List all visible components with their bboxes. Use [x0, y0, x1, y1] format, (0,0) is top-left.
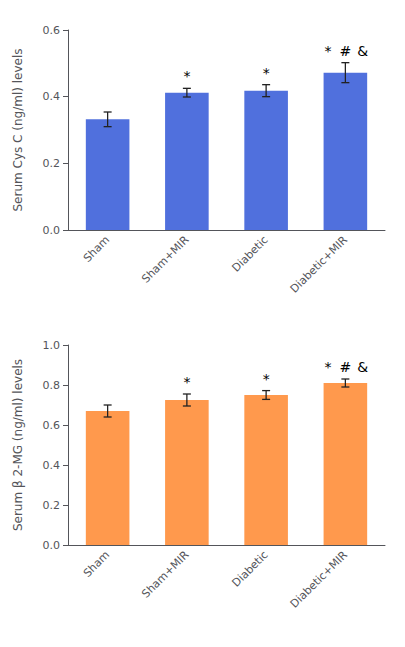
svg-text:*: * [324, 43, 331, 59]
svg-text:Serum β 2-MG (ng/ml) levels: Serum β 2-MG (ng/ml) levels [11, 359, 25, 531]
svg-text:0.4: 0.4 [43, 90, 61, 103]
svg-text:*: * [324, 359, 331, 375]
svg-text:#: # [340, 43, 352, 59]
svg-text:0.4: 0.4 [43, 459, 61, 472]
svg-text:0.2: 0.2 [43, 499, 61, 512]
svg-text:*: * [263, 65, 270, 81]
svg-text:&: & [357, 43, 368, 59]
svg-text:Diabetic+MIR: Diabetic+MIR [288, 548, 350, 610]
svg-text:0.0: 0.0 [43, 224, 61, 237]
svg-text:Diabetic+MIR: Diabetic+MIR [288, 233, 350, 295]
svg-text:#: # [340, 359, 352, 375]
svg-text:Sham+MIR: Sham+MIR [139, 233, 192, 286]
svg-text:Serum Cys C (ng/ml) levels: Serum Cys C (ng/ml) levels [11, 48, 25, 211]
svg-text:0.2: 0.2 [43, 157, 61, 170]
svg-text:Diabetic: Diabetic [229, 548, 270, 589]
svg-text:Sham: Sham [81, 233, 112, 264]
svg-text:0.6: 0.6 [43, 419, 61, 432]
svg-text:1.0: 1.0 [43, 339, 61, 352]
svg-text:0.8: 0.8 [43, 379, 61, 392]
svg-text:*: * [263, 371, 270, 387]
svg-text:0.6: 0.6 [43, 24, 61, 37]
svg-text:Diabetic: Diabetic [229, 233, 270, 274]
svg-text:Sham+MIR: Sham+MIR [139, 548, 192, 601]
svg-text:0.0: 0.0 [43, 539, 61, 552]
svg-text:*: * [183, 374, 190, 390]
svg-text:*: * [183, 68, 190, 84]
svg-text:&: & [357, 359, 368, 375]
svg-text:Sham: Sham [81, 548, 112, 579]
